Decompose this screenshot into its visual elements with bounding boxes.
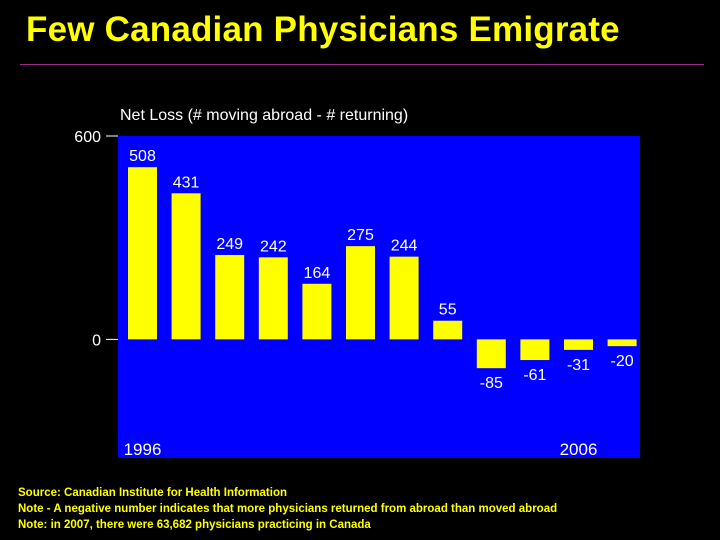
plot-area — [118, 136, 640, 458]
source-notes: Source: Canadian Institute for Health In… — [18, 485, 557, 533]
bar — [607, 339, 637, 347]
bar — [476, 339, 506, 369]
y-tick-label: 600 — [74, 129, 101, 146]
title-divider — [20, 64, 704, 65]
bar — [258, 257, 288, 340]
bar-value-label: -61 — [523, 367, 546, 384]
bar — [389, 256, 419, 340]
bar-value-label: 55 — [439, 302, 457, 319]
note-physician-count: Note: in 2007, there were 63,682 physici… — [18, 519, 371, 531]
bar-value-label: 249 — [216, 236, 243, 253]
bar-value-label: 242 — [260, 238, 287, 255]
bar — [564, 339, 593, 350]
bar — [520, 339, 550, 361]
y-tick-label: 0 — [92, 332, 101, 349]
bar — [433, 320, 463, 340]
bar-value-label: 508 — [129, 148, 156, 165]
chart-title: Net Loss (# moving abroad - # returning) — [120, 107, 408, 124]
bar — [215, 254, 245, 340]
bar-value-label: -31 — [567, 357, 590, 374]
bar-value-label: -85 — [480, 375, 503, 392]
bar-value-label: -20 — [611, 353, 634, 370]
slide-title: Few Canadian Physicians Emigrate — [26, 10, 620, 49]
bar-value-label: 275 — [347, 227, 374, 244]
bar — [171, 193, 201, 340]
source-line: Source: Canadian Institute for Health In… — [18, 487, 287, 499]
bar — [128, 167, 157, 340]
bar-value-label: 164 — [304, 265, 331, 282]
bar — [346, 246, 375, 340]
bar-value-label: 431 — [173, 174, 200, 191]
x-tick-label: 2006 — [560, 440, 598, 459]
bar-value-label: 244 — [391, 238, 418, 255]
x-tick-label: 1996 — [124, 440, 162, 459]
bar — [302, 283, 332, 340]
note-negative-values: Note - A negative number indicates that … — [18, 503, 558, 515]
